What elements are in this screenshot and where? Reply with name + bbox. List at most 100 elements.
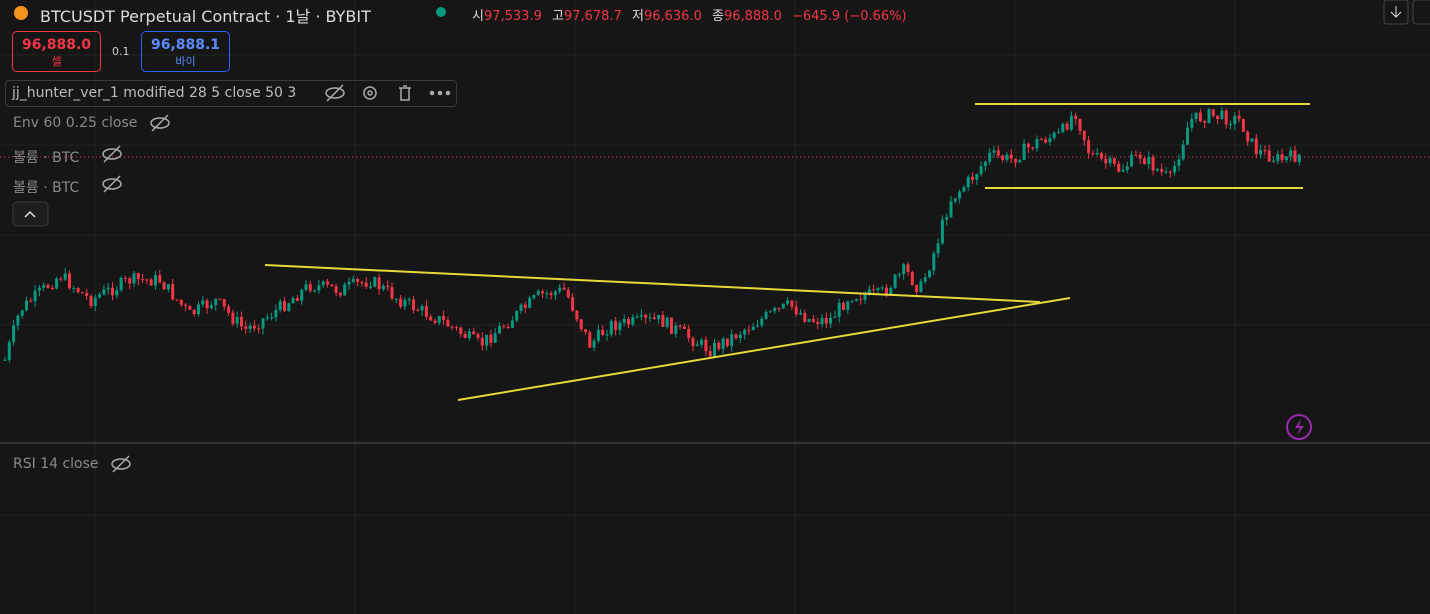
candle-body <box>979 166 983 175</box>
candle-body <box>880 287 884 289</box>
candle-body <box>639 314 643 317</box>
candle-body <box>717 342 721 349</box>
candle-body <box>1164 171 1168 173</box>
indicator-legend[interactable]: jj_hunter_ver_1 modified 28 5 close 50 3 <box>5 80 457 107</box>
candle-body <box>248 325 252 329</box>
candle-body <box>192 309 196 315</box>
candle-body <box>657 315 661 320</box>
candle-body <box>46 284 50 288</box>
collapse-arrow <box>24 210 36 218</box>
candle-body <box>257 328 261 330</box>
candle-body <box>760 318 764 326</box>
sell-button[interactable]: 96,888.0 셀 <box>12 31 101 72</box>
indicator-legend[interactable]: 볼륨 · BTC <box>13 150 80 166</box>
candle-body <box>945 217 949 220</box>
candle-body <box>652 317 656 320</box>
candle-body <box>338 292 342 296</box>
candle-body <box>373 277 377 287</box>
candle-body <box>528 297 532 308</box>
candle-body <box>1289 150 1293 157</box>
candle-body <box>781 303 785 309</box>
indicator-legend[interactable]: RSI 14 close <box>13 456 99 472</box>
candle-body <box>790 300 794 307</box>
candle-body <box>558 287 562 292</box>
candle-body <box>1276 154 1280 161</box>
candle-body <box>1254 138 1258 155</box>
candle-body <box>145 279 149 281</box>
btc-icon <box>14 6 28 20</box>
low-value: 96,636.0 <box>643 9 702 24</box>
candle-body <box>867 289 871 295</box>
candle-body <box>1237 115 1241 119</box>
candle-body <box>704 339 708 352</box>
candle-body <box>136 273 140 280</box>
close-label: 종 <box>712 9 724 24</box>
candle-body <box>897 274 901 276</box>
candle-body <box>175 299 179 301</box>
candle-body <box>1001 155 1005 160</box>
scroll-button[interactable] <box>1383 0 1409 25</box>
candles <box>3 106 1301 363</box>
sell-label: 셀 <box>51 55 62 68</box>
alert-icon[interactable] <box>1286 414 1312 440</box>
candle-body <box>1134 154 1138 156</box>
spread: 0.1 <box>112 45 130 58</box>
candle-body <box>334 286 338 293</box>
candle-body <box>738 334 742 339</box>
candle-body <box>992 150 996 153</box>
open-label: 시 <box>472 9 484 24</box>
candle-body <box>128 278 132 284</box>
candle-body <box>455 327 458 329</box>
candle-body <box>743 330 747 335</box>
candle-body <box>240 316 243 327</box>
candle-body <box>1044 139 1048 143</box>
candle-body <box>1190 118 1194 128</box>
candle-body <box>12 325 16 343</box>
indicator-legend[interactable]: 볼륨 · BTC <box>13 180 80 196</box>
candle-body <box>678 325 682 327</box>
candle-body <box>682 326 686 329</box>
candle-body <box>1151 156 1155 171</box>
candle-body <box>932 253 936 271</box>
candle-body <box>721 338 725 349</box>
candle-body <box>321 281 325 286</box>
candle-body <box>394 298 398 300</box>
candle-body <box>1297 154 1301 162</box>
candle-body <box>811 319 815 322</box>
candle-body <box>622 318 626 323</box>
candle-body <box>390 287 394 299</box>
candle-body <box>1121 169 1125 172</box>
candle-body <box>252 325 256 329</box>
candle-body <box>166 283 170 290</box>
candle-body <box>893 274 897 288</box>
candle-body <box>566 289 570 298</box>
candle-body <box>123 277 127 279</box>
buy-button[interactable]: 96,888.1 바이 <box>141 31 230 72</box>
candle-body <box>571 297 575 311</box>
indicator-legend[interactable]: Env 60 0.25 close <box>13 115 138 131</box>
candle-body <box>541 291 544 294</box>
candle-body <box>218 298 222 300</box>
candle-body <box>1216 115 1220 120</box>
candle-body <box>1130 154 1134 167</box>
candle-body <box>1250 138 1254 142</box>
sell-price: 96,888.0 <box>21 37 92 53</box>
fullscreen-button[interactable] <box>1412 0 1430 25</box>
candle-body <box>820 317 824 325</box>
candle-body <box>1018 160 1022 163</box>
candle-body <box>295 298 299 301</box>
candle-body <box>889 287 893 295</box>
candle-body <box>627 318 630 325</box>
candle-body <box>369 286 372 288</box>
candle-body <box>971 176 974 180</box>
candle-body <box>1284 156 1288 161</box>
candle-body <box>824 317 828 324</box>
candle-body <box>708 351 712 357</box>
collapse-button[interactable] <box>12 201 49 227</box>
candle-body <box>235 316 239 324</box>
candle-body <box>859 299 863 301</box>
candle-body <box>300 289 304 301</box>
candle-body <box>85 292 89 297</box>
candle-body <box>1224 110 1228 125</box>
candle-body <box>940 219 944 244</box>
